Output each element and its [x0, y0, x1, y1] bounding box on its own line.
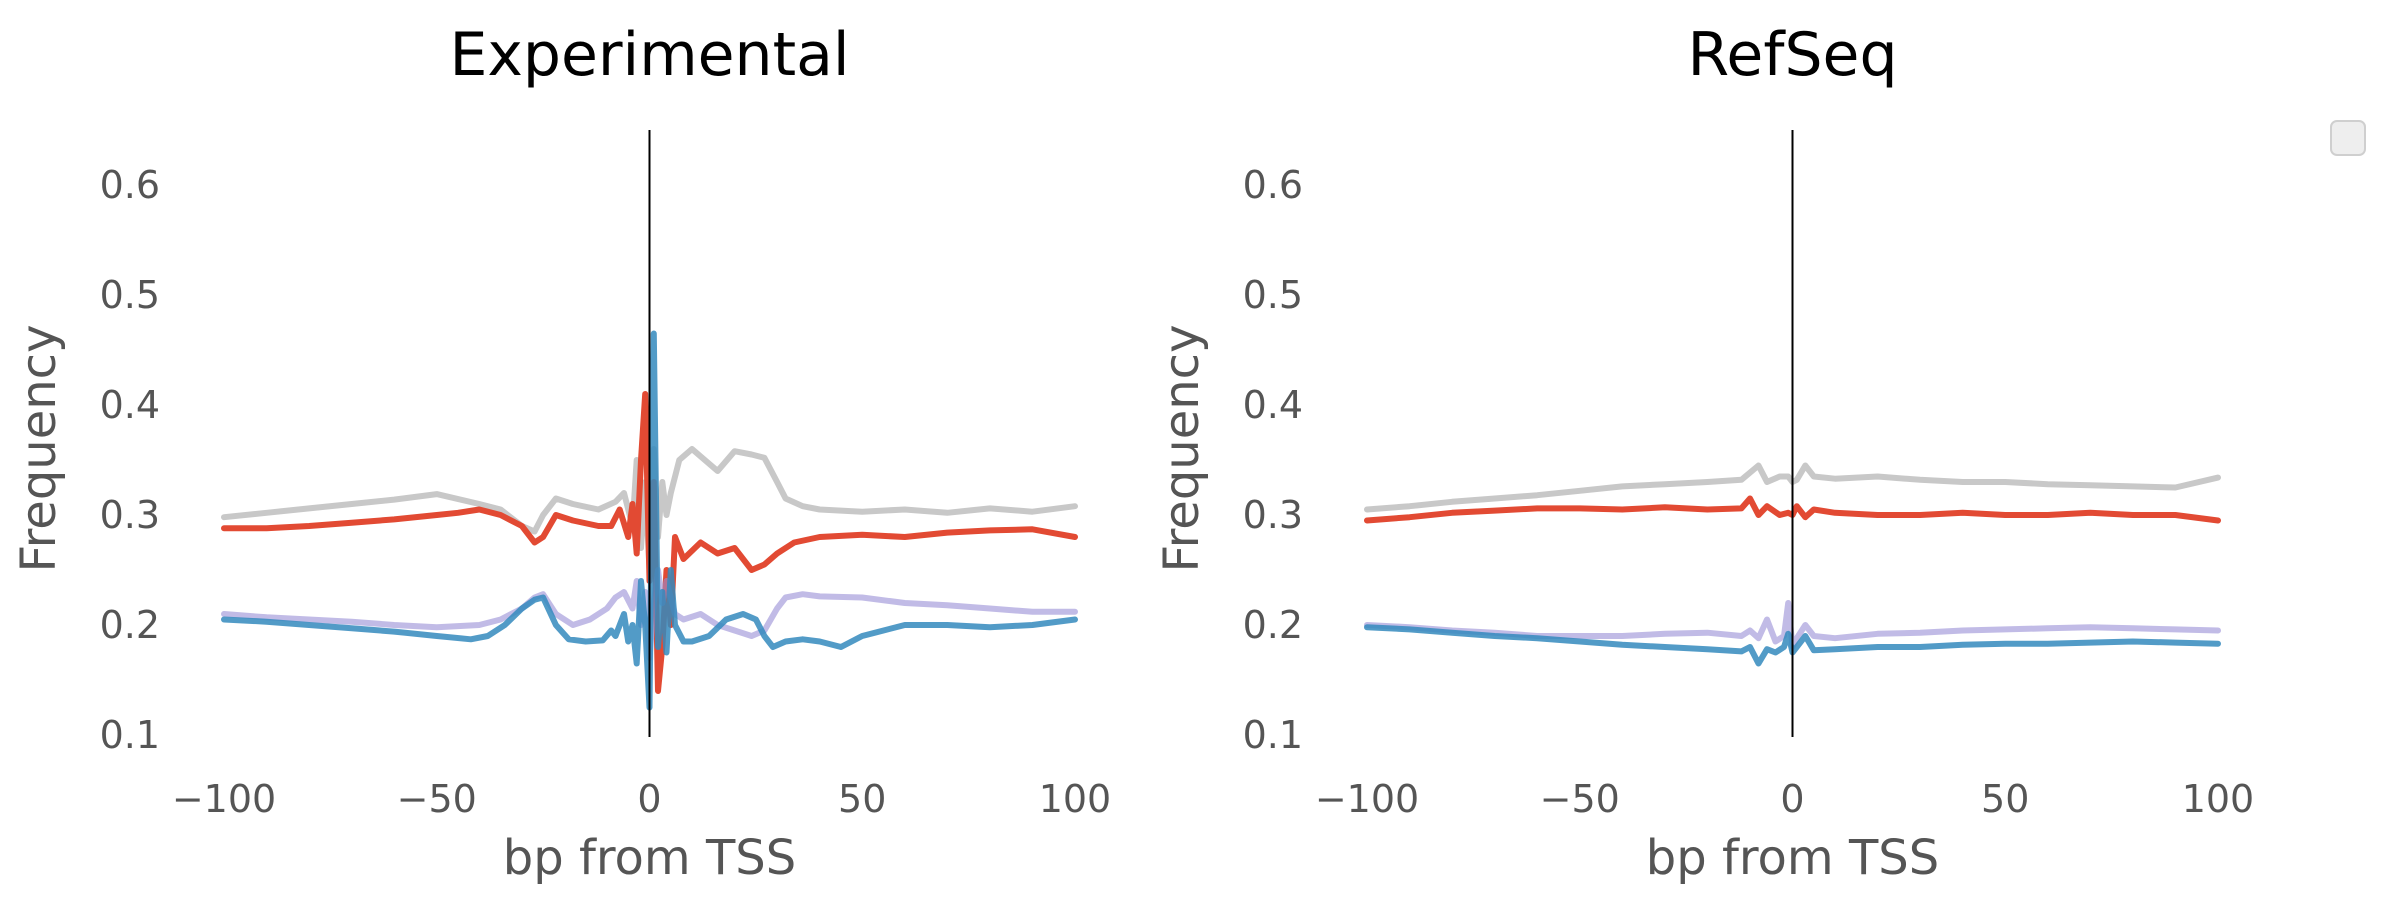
x-tick-label: 100	[1039, 777, 1112, 821]
y-tick-label: 0.5	[100, 273, 160, 317]
x-tick-label: −100	[172, 777, 276, 821]
chart-title: RefSeq	[1687, 20, 1897, 90]
y-tick-label: 0.3	[100, 493, 160, 537]
x-tick-label: 0	[1780, 777, 1804, 821]
series-line-1	[1364, 495, 2221, 524]
series-line-3	[1364, 624, 2221, 667]
x-axis-label: bp from TSS	[1646, 830, 1939, 886]
y-tick-label: 0.6	[100, 163, 160, 207]
x-tick-label: −100	[1315, 777, 1419, 821]
x-tick-label: −50	[1540, 777, 1620, 821]
series-line-2	[1364, 600, 2221, 650]
x-tick-label: 50	[1981, 777, 2029, 821]
x-tick-label: 50	[838, 777, 886, 821]
chart-title: Experimental	[449, 20, 849, 90]
y-tick-label: 0.4	[1243, 383, 1303, 427]
y-tick-label: 0.4	[100, 383, 160, 427]
chart-panel-1: RefSeq 0.1 0.2 0.3 0.4 0.5 0.6 −100 −50 0 50 100 bp …	[1154, 20, 2254, 886]
y-tick-label: 0.2	[100, 603, 160, 647]
y-axis-label: Frequency	[1154, 325, 1210, 573]
x-tick-label: −50	[397, 777, 477, 821]
y-tick-label: 0.6	[1243, 163, 1303, 207]
x-tick-label: 100	[2182, 777, 2255, 821]
series-line-1	[221, 391, 1078, 694]
y-tick-label: 0.3	[1243, 493, 1303, 537]
legend-box	[2330, 120, 2366, 156]
series-line-0	[1364, 462, 2221, 513]
y-axis-label: Frequency	[11, 325, 67, 573]
x-tick-label: 0	[637, 777, 661, 821]
x-axis-label: bp from TSS	[503, 830, 796, 886]
chart-panel-0: Experimental 0.1 0.2 0.3 0.4 0.5 0.6 −100 −50 0 50…	[11, 20, 1111, 886]
y-tick-label: 0.1	[1243, 713, 1303, 757]
y-tick-label: 0.1	[100, 713, 160, 757]
y-tick-label: 0.2	[1243, 603, 1303, 647]
y-tick-label: 0.5	[1243, 273, 1303, 317]
